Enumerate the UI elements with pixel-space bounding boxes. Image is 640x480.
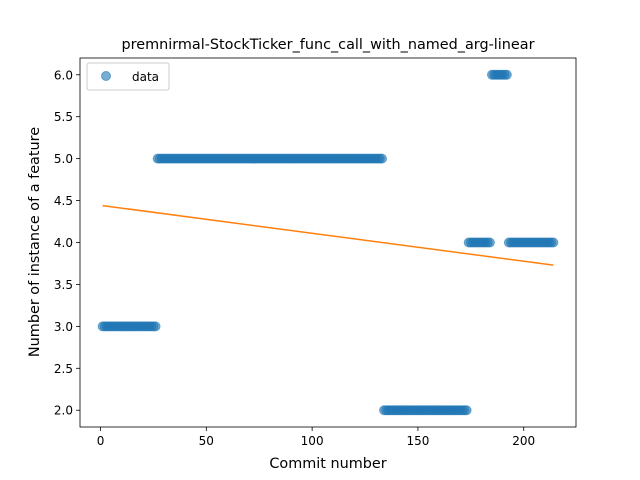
y-tick-label: 5.5 <box>54 110 73 124</box>
x-tick-label: 0 <box>97 434 105 448</box>
legend: data <box>86 62 170 91</box>
data-point <box>501 69 512 80</box>
data-point <box>461 405 472 416</box>
y-tick-label: 5.0 <box>54 152 73 166</box>
x-tick-label: 150 <box>406 434 429 448</box>
y-tick-label: 6.0 <box>54 68 73 82</box>
data-point <box>484 237 495 248</box>
data-point <box>376 153 387 164</box>
legend-label-data: data <box>132 70 159 84</box>
y-tick-label: 3.0 <box>54 320 73 334</box>
y-tick-label: 3.5 <box>54 278 73 292</box>
x-tick-label: 100 <box>301 434 324 448</box>
chart-title: premnirmal-StockTicker_func_call_with_na… <box>121 37 534 53</box>
y-tick-label: 2.0 <box>54 404 73 418</box>
y-axis-label: Number of instance of a feature <box>27 127 43 357</box>
data-point <box>548 237 559 248</box>
data-point <box>150 321 161 332</box>
legend-marker <box>101 71 111 81</box>
x-axis-label: Commit number <box>269 456 386 472</box>
y-tick-label: 2.5 <box>54 362 73 376</box>
x-tick-label: 50 <box>199 434 214 448</box>
fit-line <box>102 204 554 266</box>
legend-box <box>86 62 170 91</box>
x-tick-label: 200 <box>512 434 535 448</box>
y-tick-label: 4.5 <box>54 194 73 208</box>
y-tick-label: 4.0 <box>54 236 73 250</box>
axes-frame <box>79 57 577 428</box>
plot-area: 0 50 100 150 200 2.0 2.5 3.0 3.5 4.0 4.5 5.0 5.5 6.0 <box>54 57 577 448</box>
